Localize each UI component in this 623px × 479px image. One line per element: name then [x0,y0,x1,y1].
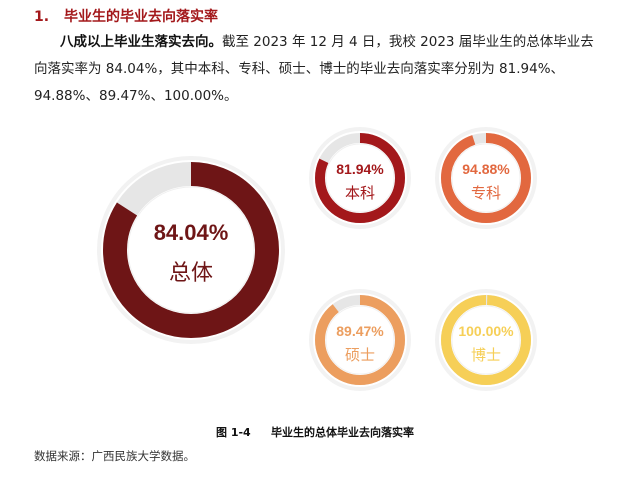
figure-title: 毕业生的总体毕业去向落实率 [271,426,414,439]
donut-item: 94.88% 专科 [435,127,537,229]
donut-item: 100.00% 博士 [435,289,537,391]
donut-value-label: 100.00% [458,323,514,339]
donut-value-label: 94.88% [462,161,510,177]
donut-value-label: 84.04% [154,220,229,245]
figure-number: 图 1-4 [216,426,251,439]
section-title: 毕业生的毕业去向落实率 [64,9,218,25]
paragraph-body: 截至 2023 年 12 月 4 日，我校 2023 届毕业生的总体毕业去向落实… [34,34,594,104]
section-number: 1. [34,9,50,25]
paragraph-lead: 八成以上毕业生落实去向。 [60,34,222,50]
summary-paragraph: 八成以上毕业生落实去向。截至 2023 年 12 月 4 日，我校 2023 届… [34,29,606,110]
donut-category-label: 本科 [345,185,375,202]
data-source-note: 数据来源：广西民族大学数据。 [34,449,195,463]
donut-item: 81.94% 本科 [309,127,411,229]
section-heading: 1. 毕业生的毕业去向落实率 [34,6,218,26]
donut-category-label: 硕士 [345,347,375,364]
donut-overall: 84.04% 总体 [97,156,285,344]
donut-value-label: 89.47% [336,323,384,339]
donut-category-label: 专科 [471,185,501,202]
donut-value-label: 81.94% [336,161,384,177]
donut-category-label: 总体 [169,260,213,285]
donut-item: 89.47% 硕士 [309,289,411,391]
donut-category-label: 博士 [471,347,501,364]
